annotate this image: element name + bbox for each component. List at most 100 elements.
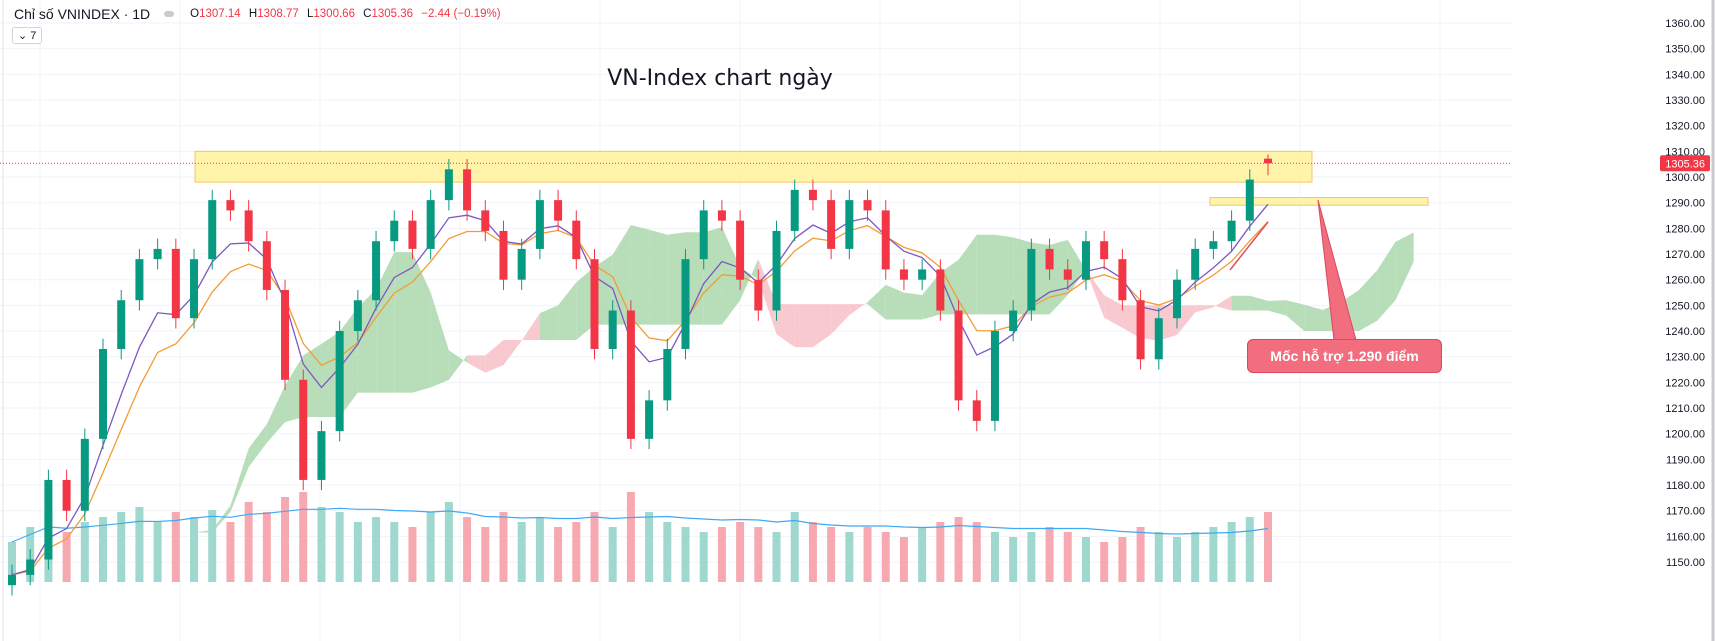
candle-body	[208, 200, 217, 260]
cloud-segment	[903, 292, 923, 320]
indicators-collapse-button[interactable]: ⌄ 7	[12, 27, 43, 44]
cloud-segment	[1195, 305, 1214, 313]
candle-body	[1100, 241, 1109, 260]
cloud-segment	[467, 355, 486, 373]
symbol-title[interactable]: Chỉ số VNINDEX · 1D	[14, 6, 151, 22]
support-callout[interactable]: Mốc hỗ trợ 1.290 điểm	[1247, 339, 1442, 373]
candle-body	[772, 230, 781, 311]
volume-bar	[1063, 532, 1072, 582]
cloud-segment	[1377, 241, 1396, 321]
y-tick-label: 1320.00	[1665, 121, 1705, 133]
candle-body	[881, 210, 890, 270]
cloud-segment	[339, 307, 358, 418]
candle-body	[44, 479, 53, 560]
volume-bar	[499, 512, 508, 582]
cloud-segment	[212, 505, 231, 533]
cloud-segment	[521, 313, 540, 341]
volume-bar	[1209, 527, 1218, 582]
cloud-segment	[248, 424, 267, 468]
candle-body	[1245, 179, 1254, 221]
candle-body	[1118, 259, 1127, 301]
status-dot-icon	[164, 11, 175, 17]
volume-bar	[899, 537, 908, 582]
y-tick-label: 1170.00	[1666, 506, 1705, 518]
volume-bar	[827, 527, 836, 582]
candle-body	[299, 379, 308, 480]
volume-bar	[808, 522, 817, 582]
candle-body	[1172, 279, 1181, 319]
candle-body	[918, 269, 927, 280]
y-tick-label: 1350.00	[1665, 44, 1705, 56]
candle-body	[335, 331, 344, 432]
volume-bar	[772, 532, 781, 582]
volume-bar	[663, 522, 672, 582]
cloud-segment	[1231, 295, 1250, 311]
volume-bar	[972, 522, 981, 582]
y-tick-label: 1240.00	[1665, 326, 1705, 338]
candle-body	[99, 349, 108, 439]
candle-body	[1227, 220, 1236, 242]
candle-body	[1081, 241, 1090, 280]
cloud-segment	[831, 304, 850, 335]
cloud-segment	[321, 331, 340, 418]
volume-bar	[1172, 537, 1181, 582]
low-value: 1300.66	[313, 8, 355, 20]
volume-bar	[99, 517, 108, 582]
candle-body	[790, 189, 799, 231]
y-tick-label: 1230.00	[1665, 352, 1705, 364]
volume-bar	[117, 512, 126, 582]
candle-body	[372, 241, 381, 301]
candle-body	[972, 400, 981, 421]
candle-body	[699, 210, 708, 260]
volume-bar	[572, 522, 581, 582]
symbol-legend: Chỉ số VNINDEX · 1D O1307.14 H1308.77 L1…	[14, 6, 506, 22]
cloud-segment	[994, 234, 1014, 315]
zones	[194, 150, 1429, 206]
candle-body	[390, 220, 399, 242]
candle-body	[1045, 248, 1054, 270]
cloud-segment	[558, 282, 577, 341]
volume-bar	[299, 492, 308, 582]
candle-body	[990, 331, 999, 421]
cloud-segment	[357, 289, 377, 393]
volume-bar	[463, 517, 472, 582]
y-tick-label: 1260.00	[1665, 275, 1705, 287]
candle-body	[8, 574, 16, 586]
cloud-segment	[194, 529, 213, 533]
cloud-segment	[1268, 300, 1287, 316]
cloud-segment	[794, 304, 813, 348]
candle-body	[353, 300, 362, 332]
last-price-badge	[1660, 155, 1710, 172]
candle-body	[1191, 248, 1200, 280]
cloud-segment	[703, 227, 722, 325]
volume-bar	[699, 532, 708, 582]
cloud-segment	[976, 234, 995, 315]
cloud-segment	[867, 284, 886, 320]
volume-bar	[590, 512, 599, 582]
candle-body	[827, 200, 836, 249]
cloud-segment	[667, 232, 686, 325]
volume-bar	[645, 512, 654, 582]
cloud-segment	[1013, 237, 1032, 315]
y-tick-label: 1150.00	[1666, 557, 1705, 569]
volume-bar	[481, 527, 490, 582]
candle-body	[517, 248, 526, 280]
cloud-segment	[485, 340, 504, 373]
candle-body	[135, 259, 144, 301]
y-tick-label: 1190.00	[1666, 454, 1705, 466]
volume-bar	[426, 512, 435, 582]
cloud-segment	[1122, 305, 1141, 339]
volume-bar	[135, 507, 144, 582]
candle-body	[481, 210, 490, 231]
volume-bar	[62, 532, 71, 582]
y-tick-label: 1210.00	[1665, 403, 1705, 415]
y-tick-label: 1300.00	[1665, 172, 1705, 184]
cloud-segment	[412, 252, 431, 393]
candle-body	[281, 289, 290, 380]
volume-bar	[317, 507, 326, 582]
candle-body	[626, 310, 635, 439]
volume-bars	[8, 492, 1272, 582]
volume-bar	[281, 497, 290, 582]
